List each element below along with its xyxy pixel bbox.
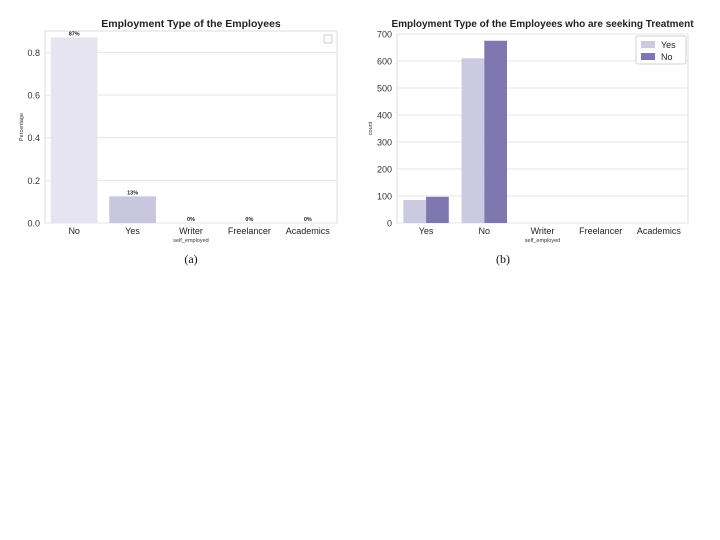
chart0-data-label: 13% — [127, 190, 138, 196]
caption-a: (a) — [184, 252, 198, 266]
chart0-data-label: 0% — [304, 217, 312, 223]
chart0-xtick-label: Yes — [125, 226, 140, 236]
chart1-ytick-label: 0 — [387, 219, 392, 229]
chart0-title: Employment Type of the Employees — [101, 18, 281, 30]
chart1-title: Employment Type of the Employees who are… — [391, 19, 694, 30]
chart1-bar-yes — [461, 58, 485, 223]
chart0-ylabel: Percentage — [19, 113, 25, 141]
chart1-ytick-label: 600 — [377, 57, 392, 67]
caption-b: (b) — [496, 252, 510, 266]
chart1-xtick-label: Freelancer — [579, 226, 622, 236]
chart1-ytick-label: 100 — [377, 192, 392, 202]
chart0-bar — [109, 196, 156, 223]
chart1-bar-no — [426, 196, 449, 223]
chart0-xtick-label: No — [68, 226, 80, 236]
chart1-ytick-label: 200 — [377, 165, 392, 175]
chart0-data-label: 0% — [245, 217, 253, 223]
chart0-bar — [50, 37, 98, 224]
chart0-xtick-label: Writer — [179, 226, 203, 236]
chart0-ytick-label: 0.4 — [27, 133, 40, 143]
chart1-xlabel: self_employed — [525, 238, 560, 244]
chart0-xtick-label: Academics — [286, 226, 331, 236]
chart0-data-label: 87% — [69, 31, 80, 37]
chart-a-svg: Employment Type of the Employees 0.0 0.2 0.… — [19, 18, 338, 244]
chart1-bar-yes — [403, 200, 427, 223]
chart1-ytick-label: 400 — [377, 111, 392, 121]
chart-panel-a: Employment Type of the Employees 0.0 0.2 0.… — [0, 0, 360, 270]
chart0-xtick-label: Freelancer — [228, 226, 271, 236]
chart1-legend-label: Yes — [661, 40, 676, 50]
chart0-ytick-label: 0.8 — [27, 48, 40, 58]
chart1-xtick-label: No — [479, 226, 491, 236]
chart0-xlabel: self_employed — [173, 238, 208, 244]
chart0-data-label: 0% — [187, 217, 195, 223]
chart-panel-b: Employment Type of the Employees who are… — [360, 0, 720, 270]
chart1-bar-no — [484, 40, 507, 223]
chart-b-svg: Employment Type of the Employees who are… — [368, 19, 694, 244]
chart0-ytick-label: 0.6 — [27, 91, 40, 101]
chart1-legend-swatch — [641, 41, 655, 48]
chart1-ytick-label: 300 — [377, 138, 392, 148]
chart1-ytick-label: 700 — [377, 30, 392, 40]
chart1-xtick-label: Yes — [419, 226, 434, 236]
chart1-ylabel: count — [368, 121, 374, 135]
chart0-legend-box — [323, 34, 333, 44]
chart0-ytick-label: 0.0 — [27, 219, 40, 229]
chart1-ytick-label: 500 — [377, 84, 392, 94]
chart1-legend-swatch — [641, 53, 655, 60]
chart1-legend-label: No — [661, 52, 673, 62]
chart1-plot-frame — [396, 33, 689, 224]
chart0-ytick-label: 0.2 — [27, 176, 40, 186]
chart1-xtick-label: Academics — [637, 226, 682, 236]
chart1-xtick-label: Writer — [531, 226, 555, 236]
